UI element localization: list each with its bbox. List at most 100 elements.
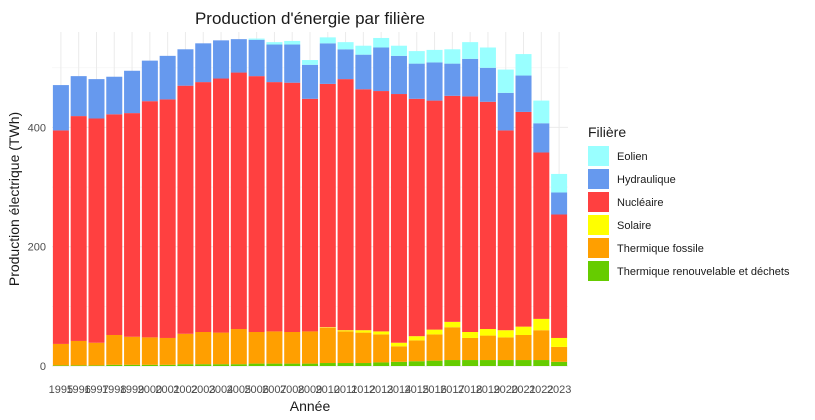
bar-segment — [88, 342, 105, 366]
bar-segment — [355, 332, 372, 364]
bar-segment — [230, 364, 247, 366]
bar-segment — [479, 329, 496, 336]
bar-segment — [551, 361, 568, 366]
bar-segment — [551, 192, 568, 215]
bar-segment — [106, 334, 123, 365]
bar-segment — [390, 342, 407, 347]
bar-segment — [52, 130, 69, 344]
bar-segment — [319, 37, 336, 44]
bar-segment — [444, 321, 461, 328]
bar-segment — [373, 334, 390, 363]
x-tick-label: 2015 — [405, 384, 429, 396]
bar-segment — [444, 63, 461, 96]
bar-segment — [533, 100, 550, 124]
series-nucl-aire — [52, 72, 568, 344]
x-axis-ticks: 1995199619971998199920002001200220032004… — [49, 384, 572, 396]
bars-group — [52, 37, 568, 366]
legend-swatch — [588, 169, 609, 189]
bar-segment — [195, 364, 212, 366]
bar-segment — [248, 39, 265, 77]
bar-segment — [408, 63, 425, 99]
bar-segment — [462, 96, 479, 333]
bar-segment — [124, 70, 141, 114]
x-tick-label: 2019 — [476, 384, 500, 396]
bar-segment — [284, 44, 301, 83]
bar-segment — [444, 360, 461, 366]
bar-segment — [515, 75, 532, 112]
bar-segment — [106, 114, 123, 335]
bar-segment — [70, 76, 87, 117]
bar-segment — [515, 326, 532, 335]
x-tick-label: 1998 — [102, 384, 126, 396]
x-tick-label: 2020 — [493, 384, 517, 396]
x-tick-label: 1995 — [49, 384, 73, 396]
legend-title: Filière — [588, 124, 626, 140]
bar-segment — [284, 332, 301, 364]
x-tick-label: 2000 — [138, 384, 162, 396]
legend-label: Nucléaire — [617, 197, 663, 209]
bar-segment — [462, 360, 479, 366]
bar-segment — [355, 45, 372, 55]
bar-segment — [408, 340, 425, 362]
bar-segment — [213, 332, 230, 365]
x-tick-label: 1997 — [84, 384, 108, 396]
x-axis-title: Année — [290, 398, 331, 414]
legend-label: Thermique fossile — [617, 243, 704, 255]
bar-segment — [177, 49, 194, 86]
bar-segment — [373, 37, 390, 48]
bar-segment — [533, 123, 550, 153]
bar-segment — [479, 47, 496, 68]
bar-segment — [426, 329, 443, 335]
bar-segment — [373, 362, 390, 366]
x-tick-label: 2009 — [298, 384, 322, 396]
bar-segment — [408, 336, 425, 341]
bar-segment — [106, 76, 123, 115]
bar-segment — [284, 363, 301, 366]
bar-segment — [533, 152, 550, 319]
bar-segment — [551, 337, 568, 347]
y-tick-label: 0 — [40, 361, 46, 373]
bar-segment — [266, 363, 283, 366]
bar-segment — [408, 51, 425, 64]
bar-segment — [124, 336, 141, 365]
bar-segment — [497, 130, 514, 331]
bar-segment — [88, 118, 105, 343]
bar-segment — [177, 333, 194, 365]
bar-segment — [301, 363, 319, 366]
legend-label: Eolien — [617, 151, 648, 163]
bar-segment — [337, 363, 354, 366]
bar-segment — [479, 101, 496, 330]
x-tick-label: 2010 — [316, 384, 340, 396]
x-tick-label: 2018 — [458, 384, 482, 396]
bar-segment — [426, 360, 443, 366]
legend-swatch — [588, 146, 609, 166]
bar-segment — [88, 365, 105, 366]
bar-segment — [248, 363, 265, 366]
y-axis-title: Production électrique (TWh) — [6, 112, 22, 286]
y-tick-label: 200 — [28, 242, 46, 254]
chart-title: Production d'énergie par filière — [195, 9, 425, 28]
bar-segment — [301, 64, 319, 99]
x-tick-label: 2003 — [191, 384, 215, 396]
x-tick-label: 2005 — [227, 384, 251, 396]
bar-segment — [515, 334, 532, 361]
bar-segment — [337, 49, 354, 80]
x-tick-label: 2016 — [422, 384, 446, 396]
bar-segment — [444, 95, 461, 322]
bar-segment — [426, 49, 443, 63]
legend: Filière Eolien Hydraulique Nucléaire Solair… — [588, 124, 790, 281]
bar-segment — [301, 98, 319, 332]
bar-segment — [52, 365, 69, 366]
bar-segment — [515, 111, 532, 327]
bar-segment — [159, 99, 176, 338]
x-tick-label: 2004 — [209, 384, 233, 396]
bar-segment — [266, 42, 283, 45]
series-solaire — [319, 318, 568, 347]
x-tick-label: 2002 — [173, 384, 197, 396]
bar-segment — [266, 44, 283, 83]
x-tick-label: 2011 — [334, 384, 358, 396]
bar-segment — [551, 346, 568, 362]
bar-segment — [195, 82, 212, 333]
x-tick-label: 2008 — [280, 384, 304, 396]
bar-segment — [479, 335, 496, 361]
